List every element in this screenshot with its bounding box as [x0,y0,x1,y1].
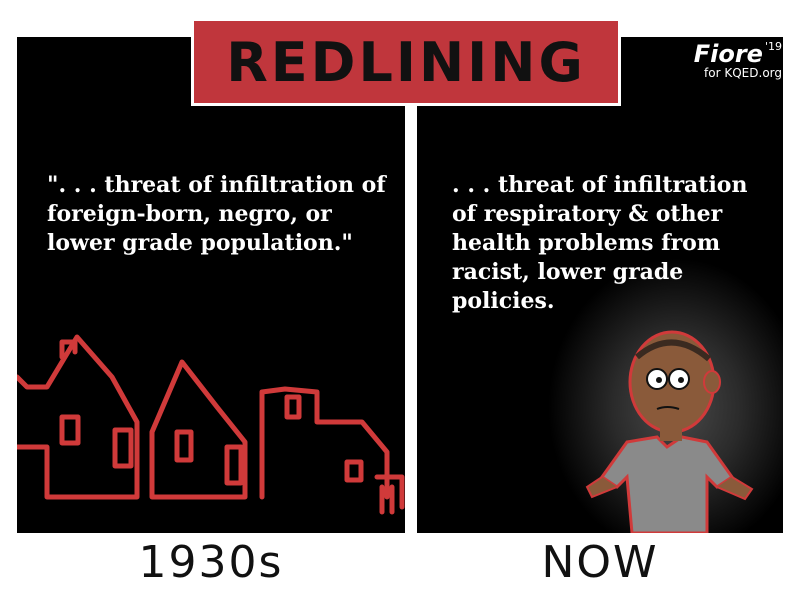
page-title: REDLINING [226,30,586,94]
quote-1930s: ". . . threat of infiltration of foreign… [47,172,386,256]
boy-illustration [585,330,754,533]
left-panel: ". . . threat of infiltration of foreign… [17,37,405,533]
title-banner: REDLINING [191,18,621,106]
signature-year: '19 [764,40,782,53]
left-arm [585,476,618,499]
shirt [599,435,735,533]
quote-now: . . . threat of infiltration of respirat… [452,172,748,314]
signature-name: Fiore [693,40,763,68]
house-3 [259,386,390,500]
caption-1930s: 1930s [138,536,284,588]
right-arm [716,476,754,501]
caption-now: NOW [541,536,659,588]
signature-credit: for KQED.org [704,66,782,80]
redlined-houses-illustration [17,334,405,515]
right-panel: . . . threat of infiltration of respirat… [417,37,783,533]
house-1 [17,334,140,500]
artist-signature: Fiore '19 for KQED.org [682,40,782,80]
house-2 [149,359,248,500]
